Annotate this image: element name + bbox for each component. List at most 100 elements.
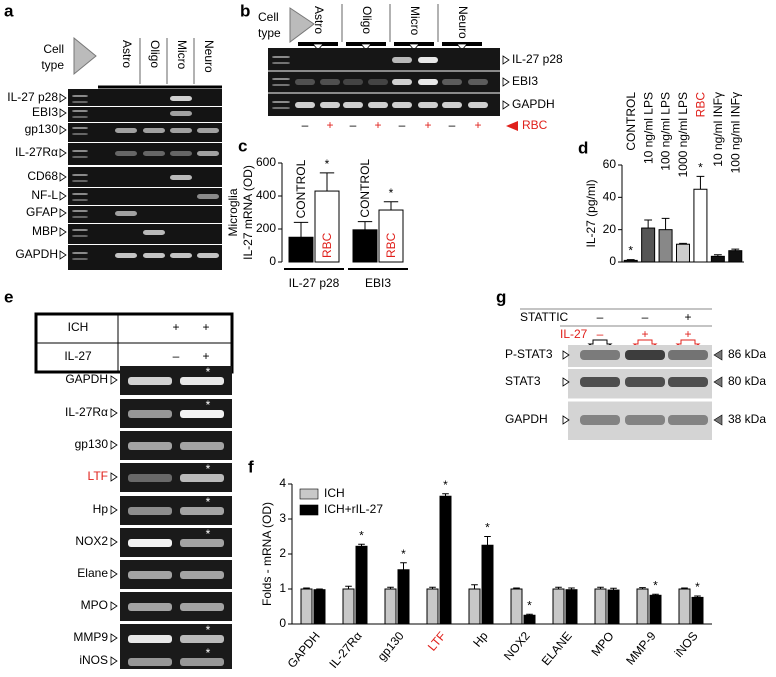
sign: + — [474, 118, 481, 132]
band — [668, 415, 708, 425]
band — [418, 102, 438, 108]
error-bar — [513, 587, 520, 589]
band — [668, 377, 708, 387]
bar — [594, 588, 607, 625]
row-label: P-STAT3 — [505, 347, 553, 361]
band — [418, 79, 438, 85]
band — [468, 102, 488, 108]
y-tick-label: 0 — [279, 616, 286, 630]
row-label: gp130 — [25, 122, 59, 136]
band — [392, 79, 412, 85]
band — [128, 603, 172, 611]
band — [197, 253, 219, 258]
bar-label: RBC — [384, 232, 398, 258]
error-bar — [610, 587, 617, 591]
band — [180, 474, 224, 482]
lane-label: Astro — [120, 40, 134, 68]
lane-label: Astro — [312, 6, 326, 34]
y-axis-label: IL-27 (pg/ml) — [584, 179, 598, 247]
row-label: NF-L — [31, 188, 58, 202]
legend-swatch — [299, 504, 319, 516]
marker — [110, 633, 118, 643]
sign: – — [449, 118, 456, 132]
band — [320, 79, 340, 85]
band — [272, 107, 290, 109]
error-bar — [429, 586, 436, 589]
header: type — [41, 58, 64, 72]
x-tick-label: Hp — [470, 629, 491, 650]
marker — [502, 55, 510, 65]
row-label: GAPDH — [505, 412, 548, 426]
y-tick-label: 3 — [279, 511, 286, 525]
row-label: IL-27Rα — [15, 145, 58, 159]
bar — [352, 229, 378, 263]
y-tick-label: 1 — [279, 581, 286, 595]
band — [115, 253, 137, 258]
x-tick-label: 10 ng/ml INFγ — [711, 92, 725, 167]
treatment-arrow — [506, 121, 518, 131]
marker — [59, 227, 67, 237]
band — [180, 539, 224, 547]
error-bar — [696, 175, 705, 190]
band — [343, 102, 363, 108]
marker — [110, 375, 118, 385]
panel-letter: d — [578, 138, 588, 157]
x-tick-label: ELANE — [539, 629, 575, 668]
y-tick-label: 2 — [279, 546, 286, 560]
band — [272, 78, 290, 80]
sign: + — [684, 327, 691, 341]
bar — [676, 243, 690, 263]
lane-label: Neuro — [456, 6, 470, 39]
error-bar — [358, 543, 365, 547]
band — [170, 111, 192, 116]
band — [128, 474, 172, 482]
size-label: 80 kDa — [728, 374, 766, 388]
band — [72, 150, 88, 152]
band — [72, 199, 88, 201]
x-tick-label: IL-27 p28 — [289, 276, 340, 290]
bar — [481, 544, 494, 625]
y-axis-label: Folds - mRNA (OD) — [260, 502, 274, 606]
sign: + — [202, 320, 209, 334]
band — [143, 253, 165, 258]
lane-arrow — [408, 43, 420, 51]
lane-label: Micro — [175, 40, 189, 70]
error-bar — [319, 172, 335, 192]
significance: * — [389, 186, 394, 200]
band — [180, 377, 224, 385]
error-bar — [442, 493, 449, 497]
band — [115, 128, 137, 133]
significance: * — [653, 578, 658, 592]
bar — [288, 236, 314, 263]
significance: * — [695, 580, 700, 594]
band — [180, 571, 224, 579]
significance: * — [485, 521, 490, 535]
band — [72, 210, 88, 212]
band — [468, 79, 488, 85]
band — [295, 79, 315, 85]
band — [272, 56, 290, 58]
significance: * — [206, 623, 211, 637]
bar — [678, 588, 691, 625]
header-arrow — [73, 36, 97, 76]
band — [143, 230, 165, 235]
row-label: GAPDH — [15, 247, 58, 261]
band — [180, 658, 224, 666]
band — [272, 62, 290, 64]
band — [128, 539, 172, 547]
x-tick-label: LTF — [425, 629, 449, 654]
significance: * — [359, 528, 364, 542]
x-tick-label: RBC — [694, 92, 708, 118]
sign: + — [684, 310, 691, 324]
band — [343, 79, 363, 85]
marker — [59, 148, 67, 158]
band — [72, 133, 88, 135]
bar — [378, 209, 404, 263]
row-label: EBI3 — [32, 105, 58, 119]
band — [197, 151, 219, 156]
significance: * — [401, 547, 406, 561]
size-marker — [713, 414, 723, 426]
marker — [59, 108, 67, 118]
gel — [68, 89, 222, 270]
